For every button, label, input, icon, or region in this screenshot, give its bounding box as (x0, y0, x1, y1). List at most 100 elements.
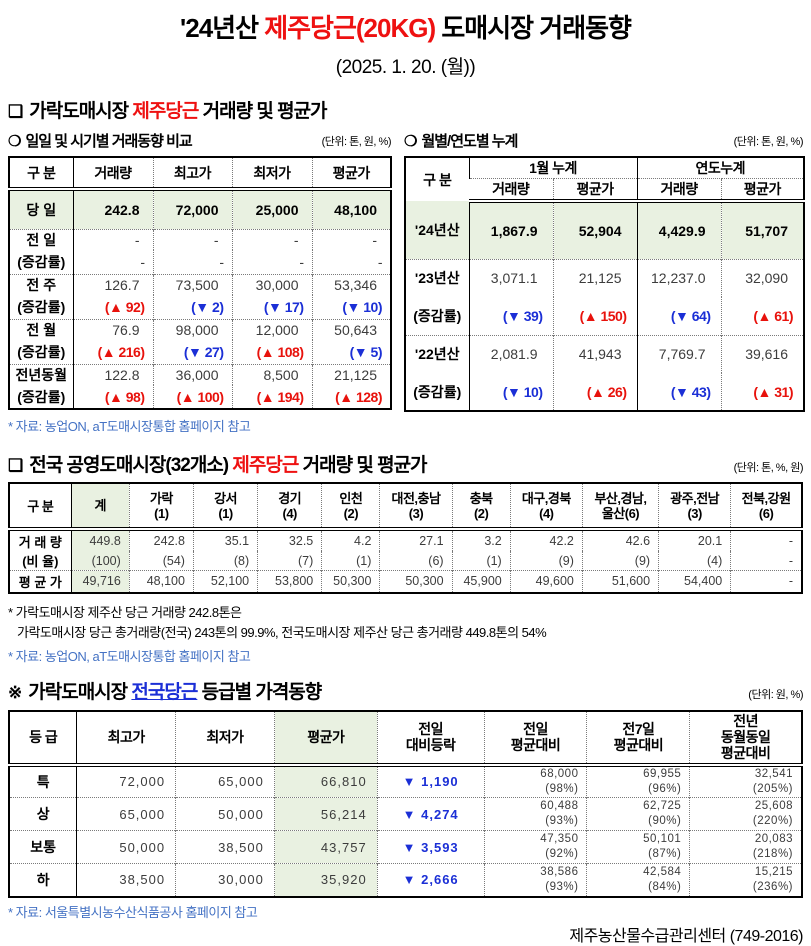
section3-heading: ※ 가락도매시장 전국당근 등급별 가격동향 (단위: 원, %) (8, 677, 803, 704)
square-bullet-icon: ❑ (8, 102, 23, 121)
change-cell: - (72, 250, 153, 274)
change-cell: - (231, 250, 312, 274)
change-cell: (▲ 100) (152, 385, 232, 409)
market-count: (4) (539, 505, 554, 521)
market-count: (6) (758, 505, 774, 521)
comparison-cell: 50,101 (87%) (586, 830, 690, 864)
value-cell: 52,904 (552, 201, 638, 259)
change-cell: (▼ 10) (468, 373, 553, 411)
comparison-cell: 62,725 (90%) (586, 797, 690, 831)
row-label: 전 일 (9, 228, 73, 250)
value-cell: (9) (509, 551, 583, 571)
row-label: 전 월 (9, 318, 73, 340)
market-name: 계 (94, 498, 106, 513)
value-cell: - (72, 228, 153, 250)
value-cell: 36,000 (152, 363, 232, 385)
value-cell: 8,500 (231, 363, 312, 385)
section3-title-part1: 가락도매시장 (28, 681, 132, 703)
section1-title-part1: 가락도매시장 (29, 101, 133, 122)
column-header: 최저가 (231, 157, 312, 191)
value-cell: 49,600 (509, 570, 583, 593)
column-header: 최고가 (152, 157, 232, 191)
row-label: '24년산 (414, 221, 460, 238)
market-name: 광주,전남 (670, 490, 720, 506)
row-sublabel: (증감률) (17, 388, 66, 405)
comparison-cell: 32,541 (205%) (689, 764, 802, 798)
value-cell: 65,000 (175, 764, 275, 798)
market-count: (2) (343, 505, 359, 521)
column-header: 대구,경북 (4) (509, 483, 583, 531)
market-name: 강서 (214, 490, 237, 506)
grade-price-table: 등 급 최고가 최저가 평균가 전일 대비등락 전일 평균대비 전7일 평균대비 전년… (8, 709, 803, 898)
grade-label: 보통 (9, 830, 77, 864)
value-cell: 66,810 (273, 764, 378, 798)
value-cell: 38,500 (175, 830, 275, 864)
value-cell: - (730, 529, 802, 551)
title-part3: 도매시장 거래동향 (435, 13, 632, 43)
value-cell: 39,616 (720, 334, 805, 373)
change-cell: (▲ 150) (552, 297, 638, 335)
value-cell: 65,000 (76, 797, 176, 831)
column-header: 광주,전남 (3) (658, 483, 731, 531)
value-cell: 53,346 (311, 273, 391, 295)
market-name: 전북,강원 (741, 490, 791, 506)
report-date: (2025. 1. 20. (월)) (335, 57, 476, 78)
monthly-subheading: ❍ 월별/연도별 누계 (단위: 톤, 원, %) (404, 130, 804, 151)
column-header: 최저가 (175, 710, 275, 767)
value-cell: 4,429.9 (636, 201, 722, 259)
circle-bullet-icon: ❍ (404, 133, 417, 150)
page-title: '24년산 제주당근(20KG) 도매시장 거래동향 (8, 8, 803, 45)
change-cell: (▲ 216) (72, 340, 153, 364)
daily-subheading: ❍ 일일 및 시기별 거래동향 비교 (단위: 톤, 원, %) (8, 130, 392, 151)
value-cell: 1,867.9 (468, 201, 553, 259)
market-name: 대구,경북 (521, 490, 571, 506)
value-cell: 12,000 (231, 318, 312, 340)
source-note: * 자료: 농업ON, aT도매시장통합 홈페이지 참고 (8, 648, 251, 664)
row-label: 평 균 가 (9, 570, 72, 593)
value-cell: 72,000 (76, 764, 176, 798)
value-cell: - (311, 228, 391, 250)
column-header: 구 분 (9, 483, 72, 531)
column-header: 거래량 (636, 178, 722, 203)
market-name: 인천 (339, 490, 363, 506)
value-cell: 242.8 (128, 529, 194, 551)
value-cell: (54) (128, 551, 194, 571)
column-header: 가락 (1) (128, 483, 194, 531)
daily-comparison-table: 구 분 거래량 최고가 최저가 평균가 당 일 242.8 72,000 25,… (8, 156, 392, 410)
column-header: 평균가 (311, 157, 391, 191)
change-cell: (▲ 61) (720, 297, 805, 335)
value-cell: (8) (192, 551, 258, 571)
value-cell: 20.1 (658, 529, 731, 551)
value-cell: - (730, 551, 802, 571)
column-header: 인천 (2) (321, 483, 380, 531)
value-cell: 50,000 (175, 797, 275, 831)
value-cell: (100) (70, 551, 130, 571)
comparison-cell: 69,955 (96%) (586, 764, 690, 798)
value-cell: 52,100 (192, 570, 258, 593)
value-cell: 38,500 (76, 863, 176, 897)
comparison-cell: 15,215 (236%) (689, 863, 802, 897)
column-group-header: 연도누계 (636, 157, 805, 179)
value-cell: 122.8 (72, 363, 153, 385)
source-note: * 자료: 서울특별시농수산식품공사 홈페이지 참고 (8, 904, 258, 920)
value-cell: 73,500 (152, 273, 232, 295)
value-cell: 50,000 (76, 830, 176, 864)
comparison-cell: 20,083 (218%) (689, 830, 802, 864)
analysis-note-line1: * 가락도매시장 제주산 당근 거래량 242.8톤은 (8, 604, 242, 620)
value-cell: 21,125 (311, 363, 391, 385)
value-cell: 4.2 (321, 529, 380, 551)
section2-title-highlight: 제주당근 (232, 455, 299, 476)
value-cell: 45,900 (451, 570, 511, 593)
column-header: 충북 (2) (451, 483, 511, 531)
change-cell: - (152, 250, 232, 274)
comparison-cell: 60,488 (93%) (483, 797, 587, 831)
value-cell: 51,600 (581, 570, 659, 593)
value-cell: 27.1 (379, 529, 453, 551)
section2-heading: ❑ 전국 공영도매시장(32개소) 제주당근 거래량 및 평균가 (단위: 톤, … (8, 450, 804, 477)
change-cell: (▼ 5) (311, 340, 391, 364)
monthly-unit-label: (단위: 톤, 원, %) (733, 136, 804, 148)
change-cell: ▼ 2,666 (376, 863, 485, 897)
value-cell: 242.8 (72, 189, 153, 229)
section3-title-highlight: 전국당근 (131, 681, 198, 703)
value-cell: 50,643 (311, 318, 391, 340)
